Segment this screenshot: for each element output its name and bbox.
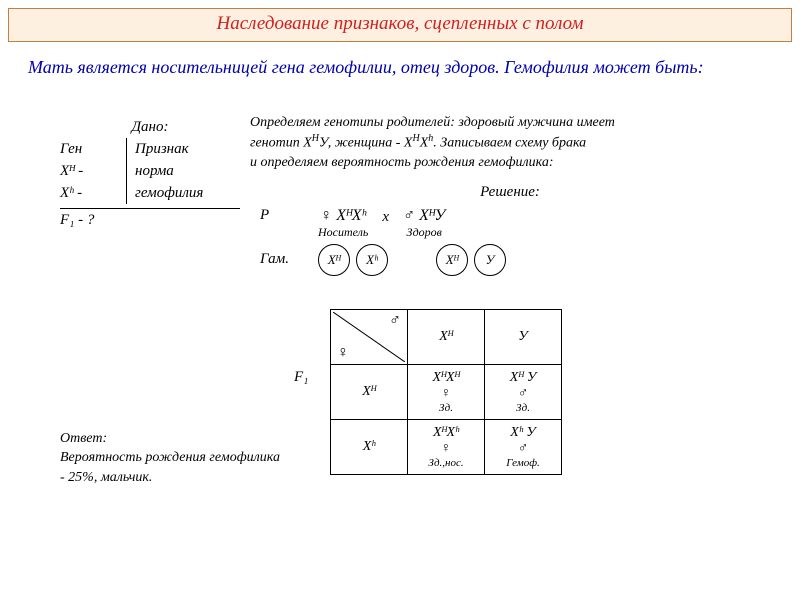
given-row2-gene: Xʰ - <box>60 182 120 204</box>
explain-line2d: . Записываем схему брака <box>433 136 586 151</box>
gametes-mother: Xᴴ Xʰ <box>318 244 388 276</box>
mother-genotype: ♀ XᴴXʰ <box>318 207 368 225</box>
given-col-trait: Признак <box>135 138 203 160</box>
answer-label: Ответ: <box>60 429 300 449</box>
cell-10-sex: ♀ <box>410 441 482 457</box>
father-genotype: ♂ XᴴУ <box>403 207 445 225</box>
explanation-text: Определяем генотипы родителей: здоровый … <box>250 114 770 173</box>
cell-00-sex: ♀ <box>410 386 482 402</box>
explain-line2b: У, женщина - X <box>319 136 412 151</box>
header-title: Наследование признаков, сцепленных с пол… <box>216 13 583 34</box>
cell-00-note: Зд. <box>410 402 482 414</box>
solution-title: Решение: <box>260 184 760 201</box>
given-row1-trait: норма <box>135 160 203 182</box>
punnett-square: F₁ ♂ ♀ Xᴴ У Xᴴ XᴴXᴴ ♀ Зд. <box>330 309 562 475</box>
punnett-col-0: Xᴴ <box>408 309 485 364</box>
given-row2-trait: гемофилия <box>135 182 203 204</box>
explain-sup2: H <box>412 133 419 144</box>
gamete-m1: Xᴴ <box>318 244 350 276</box>
given-question: F₁ - ? <box>60 208 240 231</box>
punnett-row-1: Xʰ <box>331 419 408 474</box>
cell-11-sex: ♂ <box>487 441 559 457</box>
explain-line2a: генотип X <box>250 136 312 151</box>
parent-mother: ♀ XᴴXʰ Носитель <box>318 207 368 240</box>
answer-block: Ответ: Вероятность рождения гемофилика -… <box>60 429 300 488</box>
answer-line1: Вероятность рождения гемофилика <box>60 450 280 465</box>
punnett-row-0: Xᴴ <box>331 364 408 419</box>
given-title: Дано: <box>60 119 240 136</box>
cell-10-note: Зд.,нос. <box>410 457 482 469</box>
solution-block: Решение: P ♀ XᴴXʰ Носитель х ♂ XᴴУ Здоро… <box>260 184 760 276</box>
gamete-m2: Xʰ <box>356 244 388 276</box>
punnett-col-1: У <box>485 309 562 364</box>
given-block: Дано: Ген Xᴴ - Xʰ - Признак норма гемофи… <box>60 119 240 231</box>
cell-01-note: Зд. <box>487 402 559 414</box>
explain-line3: и определяем вероятность рождения гемофи… <box>250 155 554 170</box>
punnett-cell-10: XᴴXʰ ♀ Зд.,нос. <box>408 419 485 474</box>
intro-text: Мать является носительницей гена гемофил… <box>28 56 772 79</box>
cell-10-geno: XᴴXʰ <box>410 425 482 441</box>
punnett-corner: ♂ ♀ <box>331 309 408 364</box>
punnett-cell-01: Xᴴ У ♂ Зд. <box>485 364 562 419</box>
f1-label: F₁ <box>294 369 308 386</box>
cell-01-sex: ♂ <box>487 386 559 402</box>
given-col-gene: Ген <box>60 138 120 160</box>
explain-line1: Определяем генотипы родителей: здоровый … <box>250 115 615 130</box>
gamete-f1: Xᴴ <box>436 244 468 276</box>
gamete-f2: У <box>474 244 506 276</box>
cell-11-geno: Xʰ У <box>487 425 559 441</box>
gametes-label: Гам. <box>260 251 310 268</box>
cross-symbol: х <box>382 207 389 227</box>
content-area: Дано: Ген Xᴴ - Xʰ - Признак норма гемофи… <box>0 109 800 539</box>
parent-father: ♂ XᴴУ Здоров <box>403 207 445 240</box>
gametes-father: Xᴴ У <box>436 244 506 276</box>
answer-line2: - 25%, мальчик. <box>60 470 152 485</box>
mother-note: Носитель <box>318 225 368 240</box>
given-row1-gene: Xᴴ - <box>60 160 120 182</box>
p-label: P <box>260 207 310 224</box>
punnett-cell-00: XᴴXᴴ ♀ Зд. <box>408 364 485 419</box>
explain-line2c: X <box>420 136 429 151</box>
cell-01-geno: Xᴴ У <box>487 370 559 386</box>
cell-11-note: Гемоф. <box>487 457 559 469</box>
page-header: Наследование признаков, сцепленных с пол… <box>8 8 792 42</box>
punnett-cell-11: Xʰ У ♂ Гемоф. <box>485 419 562 474</box>
father-note: Здоров <box>403 225 445 240</box>
cell-00-geno: XᴴXᴴ <box>410 370 482 386</box>
explain-sup1: H <box>312 133 319 144</box>
